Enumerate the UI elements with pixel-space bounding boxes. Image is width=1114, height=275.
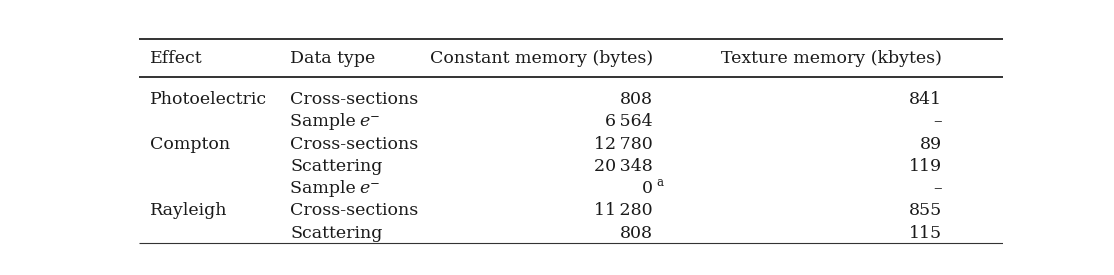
Text: 89: 89 [920,136,942,153]
Text: 20 348: 20 348 [594,158,653,175]
Text: Photoelectric: Photoelectric [149,91,266,108]
Text: 115: 115 [909,225,942,242]
Text: 808: 808 [620,225,653,242]
Text: 808: 808 [620,91,653,108]
Text: –: – [934,180,942,197]
Text: Effect: Effect [149,50,203,67]
Text: Cross-sections: Cross-sections [291,202,419,219]
Text: 11 280: 11 280 [594,202,653,219]
Text: Rayleigh: Rayleigh [149,202,227,219]
Text: Texture memory (kbytes): Texture memory (kbytes) [721,50,942,67]
Text: 119: 119 [909,158,942,175]
Text: Data type: Data type [291,50,375,67]
Text: Sample: Sample [291,113,360,130]
Text: −: − [370,109,380,122]
Text: Scattering: Scattering [291,225,383,242]
Text: 6 564: 6 564 [605,113,653,130]
Text: Cross-sections: Cross-sections [291,136,419,153]
Text: 841: 841 [909,91,942,108]
Text: 12 780: 12 780 [594,136,653,153]
Text: –: – [934,113,942,130]
Text: Cross-sections: Cross-sections [291,91,419,108]
Text: 0: 0 [642,180,653,197]
Text: Scattering: Scattering [291,158,383,175]
Text: 855: 855 [909,202,942,219]
Text: e: e [360,180,370,197]
Text: a: a [656,176,664,189]
Text: −: − [370,176,380,189]
Text: Sample: Sample [291,180,360,197]
Text: Constant memory (bytes): Constant memory (bytes) [430,50,653,67]
Text: e: e [360,113,370,130]
Text: Compton: Compton [149,136,229,153]
